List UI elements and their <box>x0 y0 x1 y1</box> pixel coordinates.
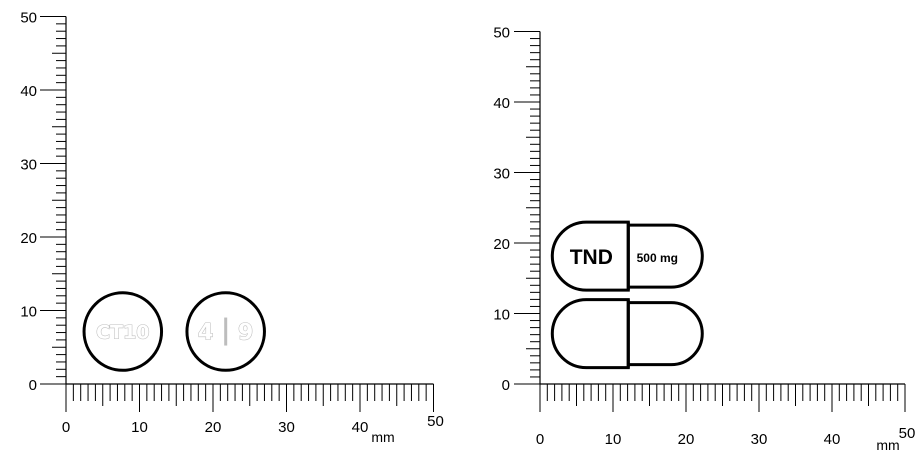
x-tick-label: 40 <box>824 431 841 448</box>
x-tick-label: 20 <box>678 431 695 448</box>
right-panel: 0 10 20 30 40 50 0 10 20 30 40 50 mm TND 500 mg <box>462 0 917 453</box>
x-tick-label: 0 <box>536 431 544 448</box>
tablet-imprint-left: 4 <box>198 321 213 346</box>
capsule-body <box>626 223 704 289</box>
y-tick-label: 40 <box>20 83 37 100</box>
left-ruler-diagram: 0 10 20 30 40 50 0 10 20 30 40 50 mm CT10 4 9 <box>20 10 444 446</box>
y-tick-label: 0 <box>502 377 510 394</box>
x-tick-label: 20 <box>205 419 222 436</box>
unit-label: mm <box>876 437 899 453</box>
x-tick-label: 10 <box>131 419 148 436</box>
capsule-imprint-cap: TND <box>570 246 613 269</box>
y-tick-label: 50 <box>493 25 510 42</box>
y-tick-label: 30 <box>20 157 37 174</box>
x-tick-label: 30 <box>278 419 295 436</box>
capsule-cap <box>550 220 630 292</box>
y-tick-label: 20 <box>20 230 37 247</box>
tablet-imprint: CT10 <box>96 322 149 344</box>
y-tick-label: 20 <box>493 236 510 253</box>
y-tick-label: 30 <box>493 166 510 183</box>
capsule-imprint-body: 500 mg <box>637 251 678 265</box>
x-tick-label: 50 <box>427 413 444 430</box>
left-panel: 0 10 20 30 40 50 0 10 20 30 40 50 mm CT10 4 9 <box>0 0 455 453</box>
capsule-cap <box>550 298 630 370</box>
y-tick-label: 10 <box>20 304 37 321</box>
x-tick-label: 0 <box>62 419 70 436</box>
tablet-imprint-right: 9 <box>238 321 253 346</box>
capsule-body <box>626 301 704 367</box>
y-tick-label: 0 <box>29 377 37 394</box>
x-tick-label: 30 <box>751 431 768 448</box>
y-tick-label: 50 <box>20 10 37 27</box>
round-tablet <box>82 291 164 372</box>
x-tick-label: 40 <box>352 419 369 436</box>
x-tick-label: 50 <box>899 425 916 442</box>
y-tick-label: 10 <box>493 307 510 324</box>
unit-label: mm <box>371 429 394 445</box>
y-tick-label: 40 <box>493 95 510 112</box>
x-tick-label: 10 <box>605 431 622 448</box>
